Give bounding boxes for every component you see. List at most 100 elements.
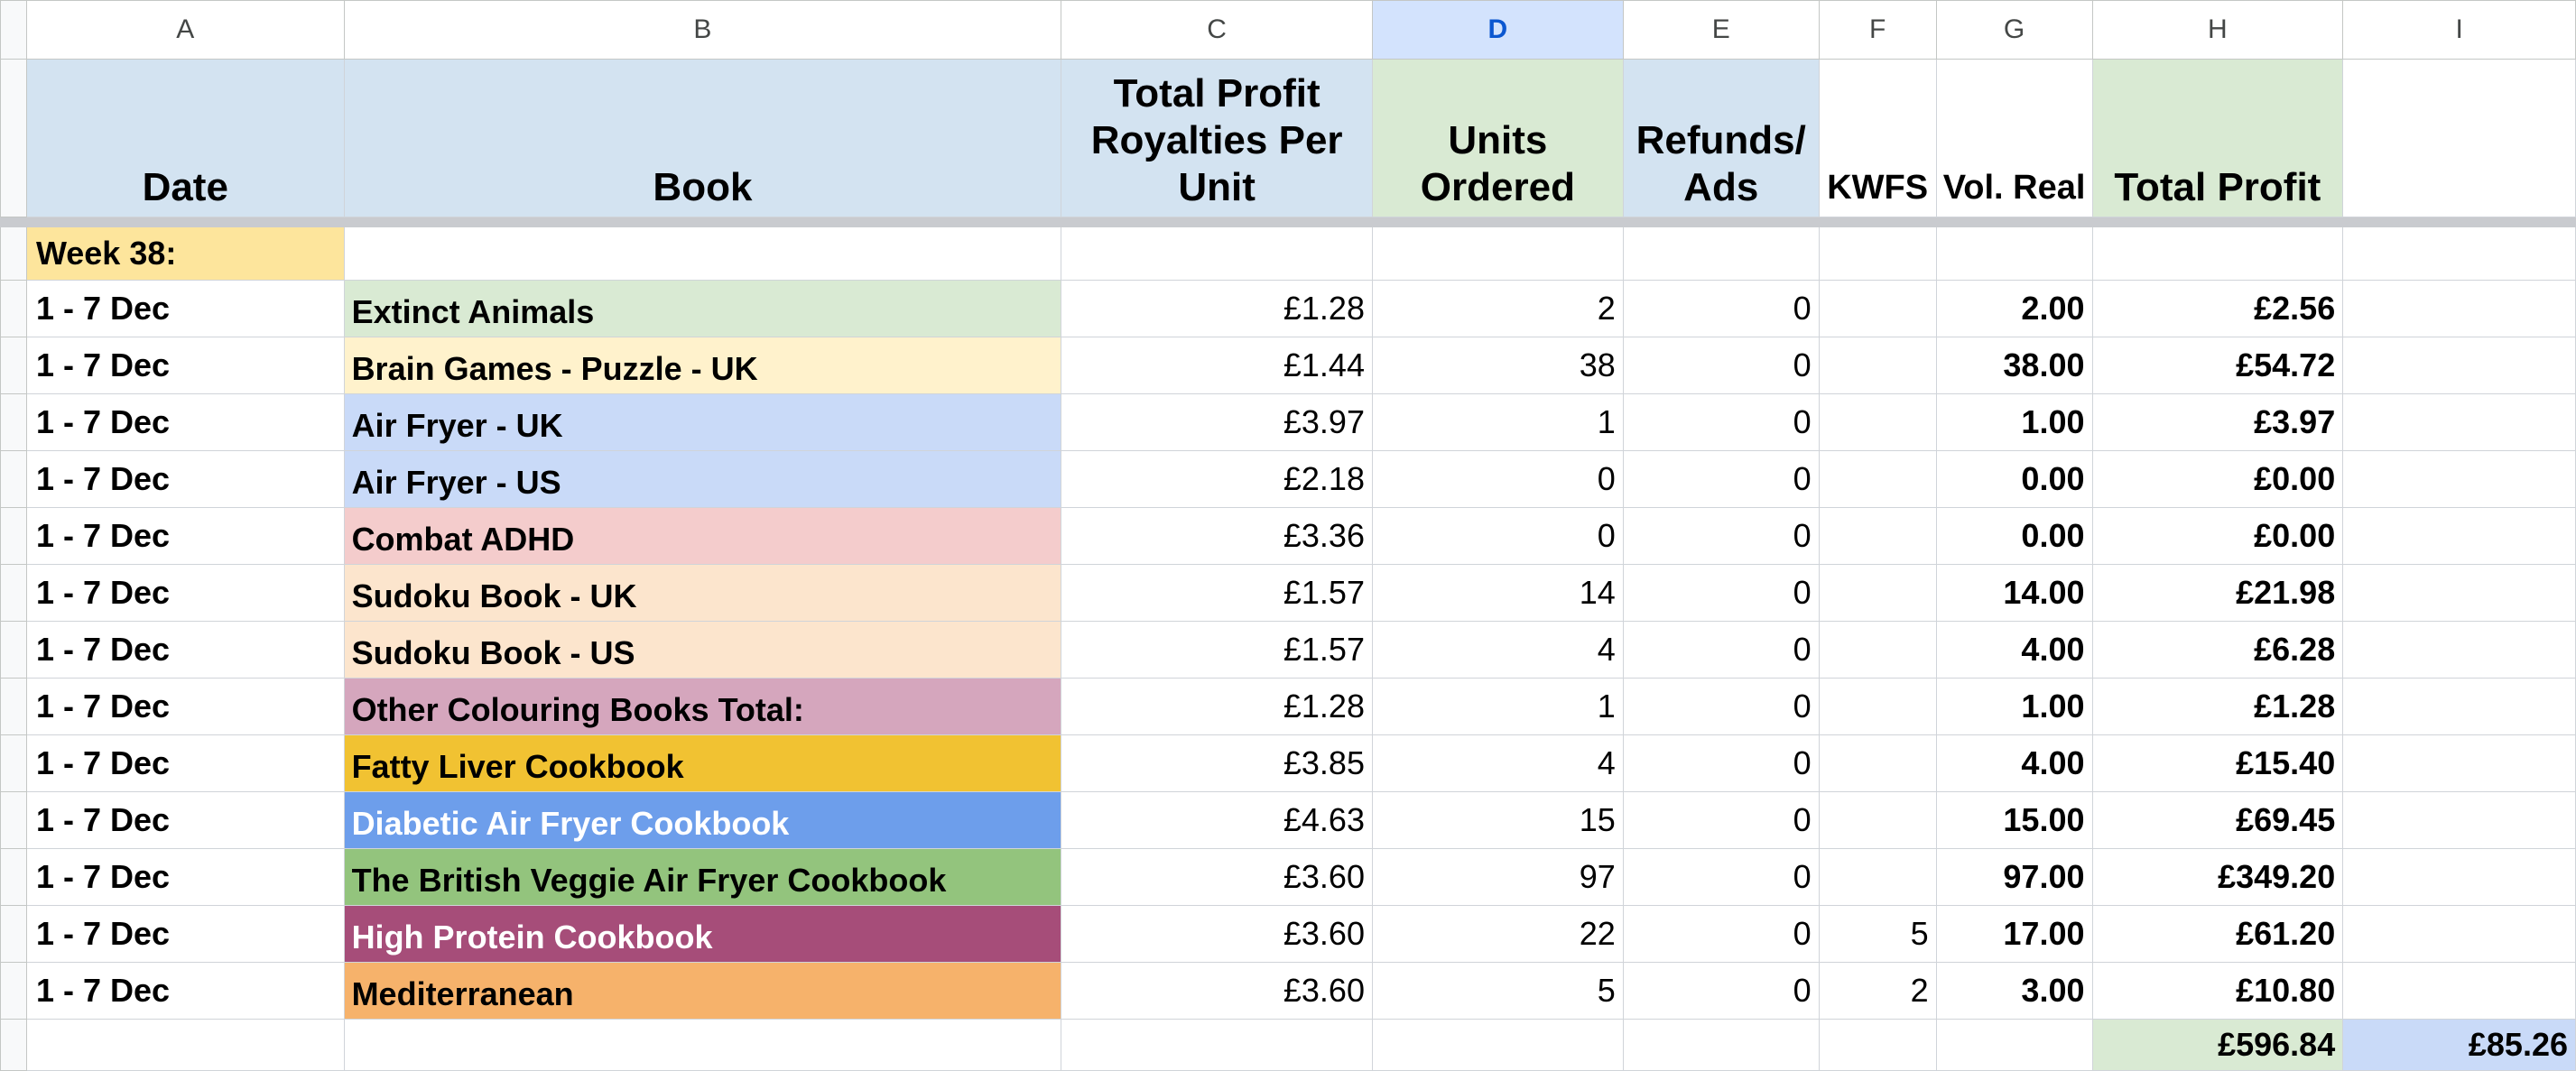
total-profit-cell[interactable]: £69.45 <box>2091 791 2344 849</box>
date-cell[interactable]: 1 - 7 Dec <box>25 450 345 508</box>
cell[interactable] <box>343 1019 1062 1071</box>
cell[interactable] <box>2342 734 2576 792</box>
cell[interactable] <box>1818 1019 1937 1071</box>
total-profit-cell[interactable]: £10.80 <box>2091 962 2344 1020</box>
cell[interactable] <box>2342 621 2576 679</box>
header-refunds-ads[interactable]: Refunds/ Ads <box>1622 59 1820 217</box>
royalty-cell[interactable]: £1.57 <box>1061 621 1373 679</box>
row-header[interactable] <box>0 678 27 735</box>
date-cell[interactable]: 1 - 7 Dec <box>25 393 345 451</box>
header-royalty[interactable]: Total Profit Royalties Per Unit <box>1061 59 1373 217</box>
cell[interactable] <box>1622 226 1820 281</box>
total-profit-cell[interactable]: £3.97 <box>2091 393 2344 451</box>
column-header-h[interactable]: H <box>2091 0 2344 60</box>
kwfs-cell[interactable]: 2 <box>1818 962 1937 1020</box>
row-header[interactable] <box>0 848 27 906</box>
date-cell[interactable]: 1 - 7 Dec <box>25 280 345 337</box>
book-cell[interactable]: The British Veggie Air Fryer Cookbook <box>343 848 1062 906</box>
header-vol-real[interactable]: Vol. Real <box>1935 59 2093 217</box>
cell[interactable] <box>343 226 1062 281</box>
book-cell[interactable]: Combat ADHD <box>343 507 1062 565</box>
refunds-cell[interactable]: 0 <box>1622 280 1820 337</box>
book-cell[interactable]: High Protein Cookbook <box>343 905 1062 963</box>
total-profit-cell[interactable]: £54.72 <box>2091 337 2344 394</box>
kwfs-cell[interactable] <box>1818 734 1937 792</box>
row-header[interactable] <box>0 507 27 565</box>
refunds-cell[interactable]: 0 <box>1622 962 1820 1020</box>
vol-real-cell[interactable]: 14.00 <box>1935 564 2093 622</box>
total-profit-cell[interactable]: £0.00 <box>2091 507 2344 565</box>
royalty-cell[interactable]: £4.63 <box>1061 791 1373 849</box>
vol-real-cell[interactable]: 97.00 <box>1935 848 2093 906</box>
kwfs-cell[interactable] <box>1818 848 1937 906</box>
refunds-cell[interactable]: 0 <box>1622 507 1820 565</box>
header-units-ordered[interactable]: Units Ordered <box>1371 59 1624 217</box>
grand-total-profit[interactable]: £596.84 <box>2091 1019 2344 1071</box>
date-cell[interactable]: 1 - 7 Dec <box>25 337 345 394</box>
column-header-b[interactable]: B <box>343 0 1062 60</box>
refunds-cell[interactable]: 0 <box>1622 337 1820 394</box>
vol-real-cell[interactable]: 1.00 <box>1935 393 2093 451</box>
vol-real-cell[interactable]: 4.00 <box>1935 734 2093 792</box>
book-cell[interactable]: Air Fryer - UK <box>343 393 1062 451</box>
units-cell[interactable]: 38 <box>1371 337 1624 394</box>
column-header-g[interactable]: G <box>1935 0 2093 60</box>
row-header[interactable] <box>0 1019 27 1071</box>
vol-real-cell[interactable]: 0.00 <box>1935 507 2093 565</box>
royalty-cell[interactable]: £2.18 <box>1061 450 1373 508</box>
date-cell[interactable]: 1 - 7 Dec <box>25 848 345 906</box>
units-cell[interactable]: 5 <box>1371 962 1624 1020</box>
cell[interactable] <box>1622 1019 1820 1071</box>
cell[interactable] <box>2342 962 2576 1020</box>
header-book[interactable]: Book <box>343 59 1062 217</box>
refunds-cell[interactable]: 0 <box>1622 905 1820 963</box>
cell[interactable] <box>2091 226 2344 281</box>
row-header[interactable] <box>0 564 27 622</box>
units-cell[interactable]: 97 <box>1371 848 1624 906</box>
units-cell[interactable]: 1 <box>1371 393 1624 451</box>
refunds-cell[interactable]: 0 <box>1622 393 1820 451</box>
cell[interactable] <box>2342 337 2576 394</box>
vol-real-cell[interactable]: 38.00 <box>1935 337 2093 394</box>
cell[interactable] <box>2342 791 2576 849</box>
cell[interactable] <box>2342 678 2576 735</box>
vol-real-cell[interactable]: 15.00 <box>1935 791 2093 849</box>
total-profit-cell[interactable]: £21.98 <box>2091 564 2344 622</box>
date-cell[interactable]: 1 - 7 Dec <box>25 621 345 679</box>
book-cell[interactable]: Sudoku Book - UK <box>343 564 1062 622</box>
royalty-cell[interactable]: £3.60 <box>1061 962 1373 1020</box>
kwfs-cell[interactable] <box>1818 337 1937 394</box>
royalty-cell[interactable]: £3.60 <box>1061 905 1373 963</box>
refunds-cell[interactable]: 0 <box>1622 848 1820 906</box>
cell[interactable] <box>2342 848 2576 906</box>
book-cell[interactable]: Extinct Animals <box>343 280 1062 337</box>
row-header[interactable] <box>0 337 27 394</box>
vol-real-cell[interactable]: 4.00 <box>1935 621 2093 679</box>
book-cell[interactable]: Mediterranean <box>343 962 1062 1020</box>
total-profit-cell[interactable]: £1.28 <box>2091 678 2344 735</box>
total-profit-cell[interactable]: £349.20 <box>2091 848 2344 906</box>
total-profit-cell[interactable]: £15.40 <box>2091 734 2344 792</box>
cell[interactable] <box>1371 1019 1624 1071</box>
refunds-cell[interactable]: 0 <box>1622 791 1820 849</box>
cell[interactable] <box>2342 450 2576 508</box>
header-date[interactable]: Date <box>25 59 345 217</box>
units-cell[interactable]: 15 <box>1371 791 1624 849</box>
cell[interactable] <box>2342 905 2576 963</box>
cell[interactable] <box>1061 1019 1373 1071</box>
cell[interactable] <box>1935 1019 2093 1071</box>
total-profit-cell[interactable]: £2.56 <box>2091 280 2344 337</box>
column-header-a[interactable]: A <box>25 0 345 60</box>
book-cell[interactable]: Diabetic Air Fryer Cookbook <box>343 791 1062 849</box>
royalty-cell[interactable]: £3.85 <box>1061 734 1373 792</box>
date-cell[interactable]: 1 - 7 Dec <box>25 962 345 1020</box>
vol-real-cell[interactable]: 2.00 <box>1935 280 2093 337</box>
cell[interactable] <box>2342 507 2576 565</box>
row-header[interactable] <box>0 59 27 217</box>
row-header[interactable] <box>0 962 27 1020</box>
total-profit-cell[interactable]: £0.00 <box>2091 450 2344 508</box>
cell[interactable] <box>1371 226 1624 281</box>
header-column-i[interactable] <box>2342 59 2576 217</box>
kwfs-cell[interactable] <box>1818 678 1937 735</box>
units-cell[interactable]: 4 <box>1371 621 1624 679</box>
